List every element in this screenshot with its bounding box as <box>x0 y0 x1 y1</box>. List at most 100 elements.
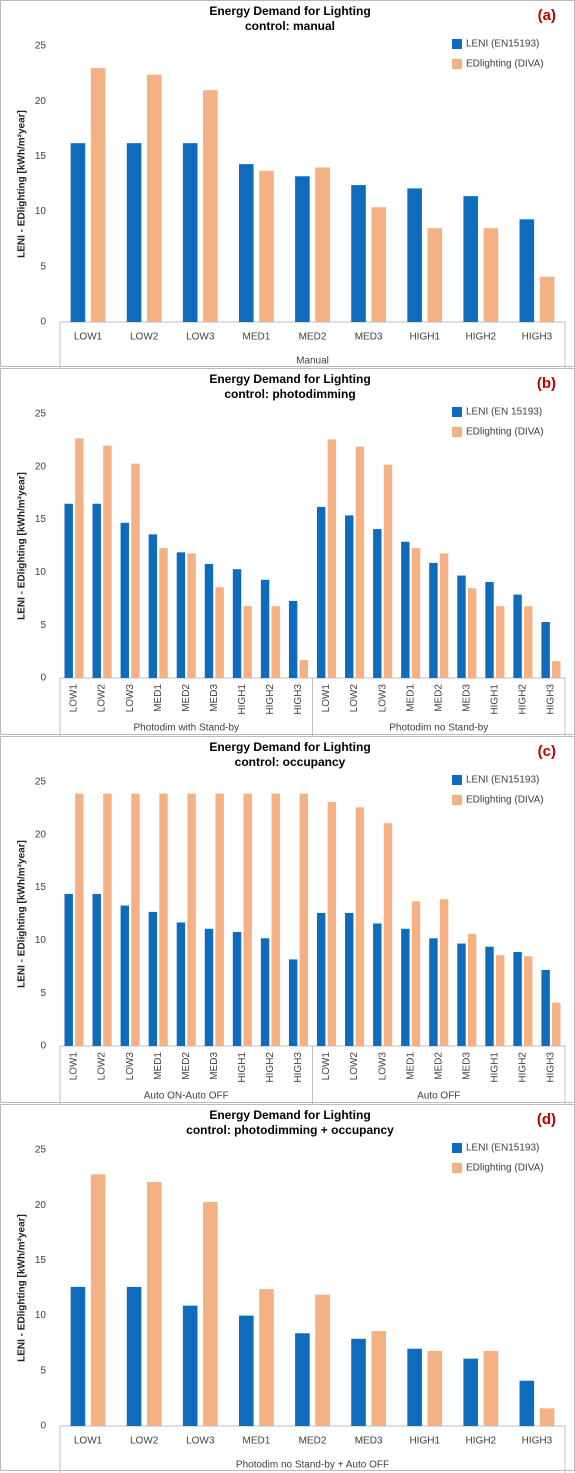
bar <box>288 600 298 678</box>
legend-label: LENI (EN15193) <box>466 39 539 50</box>
bar <box>70 143 86 322</box>
bar <box>439 899 449 1046</box>
bar <box>524 956 533 1046</box>
bar <box>203 90 218 322</box>
bar <box>483 1350 499 1426</box>
bar <box>519 1380 535 1426</box>
panel-border <box>0 368 575 735</box>
bar <box>467 588 477 678</box>
bar <box>75 793 84 1046</box>
y-tick-label: 10 <box>35 1310 47 1321</box>
bar <box>541 969 550 1046</box>
bar <box>260 938 270 1046</box>
x-tick-label: LOW2 <box>130 1436 159 1447</box>
bar <box>215 793 224 1046</box>
bar <box>401 928 410 1046</box>
x-tick-label: LOW2 <box>130 332 159 343</box>
bar <box>238 1315 254 1426</box>
bar <box>429 938 438 1046</box>
x-tick-label: HIGH1 <box>490 684 501 715</box>
x-tick-label: LOW1 <box>321 1052 332 1081</box>
bar <box>457 575 466 678</box>
bar <box>131 793 140 1046</box>
x-tick-label: MED2 <box>181 684 192 712</box>
y-tick-label: 15 <box>35 514 47 525</box>
y-tick-label: 25 <box>35 41 47 52</box>
panel-label: (d) <box>537 1111 556 1128</box>
bar <box>120 522 130 678</box>
x-tick-label: HIGH3 <box>522 1436 553 1447</box>
x-tick-label: HIGH1 <box>409 332 440 343</box>
bar <box>299 660 309 678</box>
bar <box>485 946 494 1046</box>
chart-subtitle: control: photodimming <box>224 387 355 401</box>
legend-label: EDlighting (DIVA) <box>466 59 544 70</box>
bar <box>407 188 422 322</box>
bar <box>411 548 421 678</box>
x-tick-label: LOW1 <box>321 684 332 713</box>
y-tick-label: 10 <box>35 567 47 578</box>
bar <box>271 793 280 1046</box>
legend-label: EDlighting (DIVA) <box>466 427 544 438</box>
y-tick-label: 20 <box>35 829 47 840</box>
bar <box>159 793 168 1046</box>
x-tick-label: HIGH3 <box>546 684 557 715</box>
legend-label: EDlighting (DIVA) <box>466 795 544 806</box>
bar <box>90 68 106 322</box>
legend-swatch <box>452 1143 462 1153</box>
bar <box>126 143 142 322</box>
y-tick-label: 5 <box>40 620 46 631</box>
x-tick-label: HIGH1 <box>490 1052 501 1083</box>
y-axis-label: LENI - EDlighting [kWh/m²year] <box>17 1214 28 1362</box>
x-tick-label: MED2 <box>433 684 444 712</box>
x-tick-label: HIGH3 <box>293 1052 304 1083</box>
bar <box>260 579 270 678</box>
x-tick-label: MED3 <box>209 1052 220 1080</box>
x-tick-label: MED3 <box>355 332 383 343</box>
bar <box>483 228 499 322</box>
bar <box>148 911 158 1046</box>
bar <box>345 515 354 678</box>
bar <box>92 893 101 1046</box>
x-tick-label: LOW1 <box>69 684 80 713</box>
x-tick-label: HIGH2 <box>466 332 497 343</box>
panel-label: (c) <box>538 743 556 760</box>
y-tick-label: 15 <box>35 1255 47 1266</box>
bar <box>103 445 112 678</box>
bar <box>187 553 196 678</box>
x-tick-label: MED2 <box>433 1052 444 1080</box>
bar <box>401 541 410 678</box>
bar <box>351 1338 366 1426</box>
x-tick-label: MED3 <box>461 1052 472 1080</box>
bar <box>187 793 196 1046</box>
x-tick-label: LOW3 <box>377 1052 388 1081</box>
bar <box>271 606 280 678</box>
bar <box>315 167 330 322</box>
bar <box>383 823 393 1046</box>
chart-title: Energy Demand for Lighting <box>209 740 370 754</box>
y-axis-label: LENI - EDlighting [kWh/m²year] <box>17 110 28 258</box>
bar <box>148 534 158 678</box>
bar <box>552 1002 561 1046</box>
chart-title: Energy Demand for Lighting <box>209 4 370 18</box>
x-tick-label: MED1 <box>242 332 270 343</box>
panel-label: (b) <box>537 375 556 392</box>
bar <box>126 1286 142 1426</box>
bar <box>103 793 112 1046</box>
group-label: Auto OFF <box>417 1091 460 1102</box>
legend-swatch <box>452 39 462 49</box>
bar <box>427 228 443 322</box>
x-tick-label: MED3 <box>461 684 472 712</box>
bar <box>64 503 73 678</box>
bar <box>204 563 214 678</box>
bar <box>215 587 224 678</box>
x-tick-label: LOW3 <box>186 1436 215 1447</box>
legend-label: LENI (EN15193) <box>466 775 539 786</box>
bar <box>539 276 555 322</box>
bar <box>182 143 198 322</box>
x-tick-label: HIGH3 <box>522 332 553 343</box>
y-tick-label: 25 <box>35 777 47 788</box>
